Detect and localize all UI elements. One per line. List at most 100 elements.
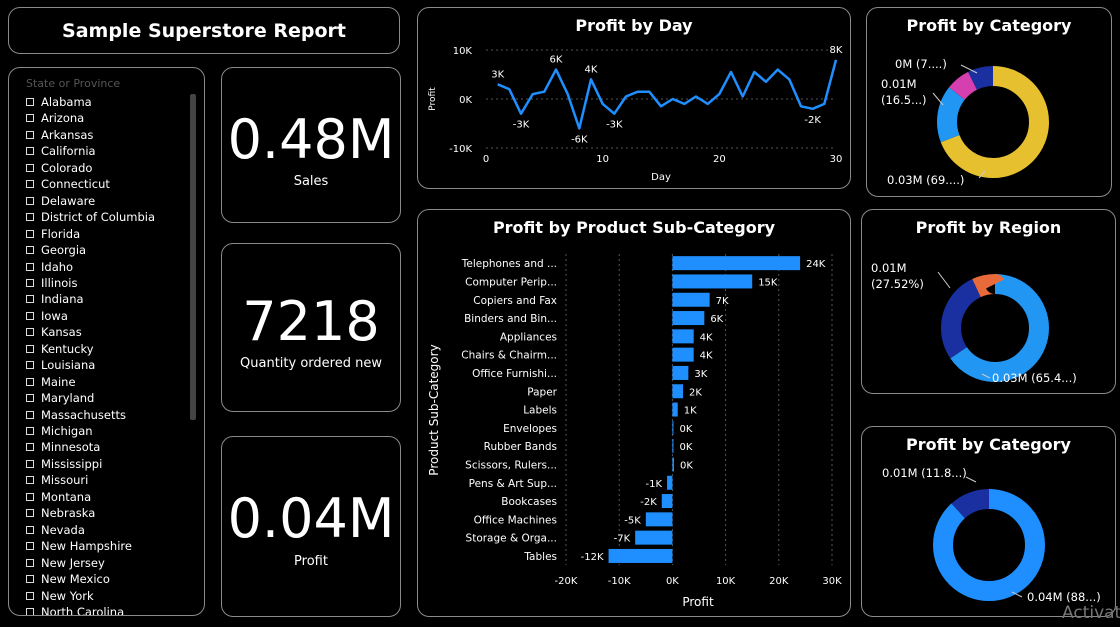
state-option[interactable]: Idaho <box>26 259 73 275</box>
checkbox-icon[interactable] <box>26 311 34 320</box>
bar <box>672 457 674 472</box>
data-label: 4K <box>700 351 713 362</box>
checkbox-icon[interactable] <box>26 278 34 287</box>
checkbox-icon[interactable] <box>26 542 34 551</box>
checkbox-icon[interactable] <box>26 262 34 271</box>
checkbox-icon[interactable] <box>26 591 34 600</box>
category-label: Office Machines <box>474 514 557 526</box>
x-tick-label: 10 <box>596 154 609 165</box>
slice-label: 0.01M (16.5...) <box>881 77 927 107</box>
slicer-scrollbar[interactable] <box>190 94 196 420</box>
checkbox-icon[interactable] <box>26 607 34 615</box>
data-label: -5K <box>624 515 641 526</box>
checkbox-icon[interactable] <box>26 163 34 172</box>
state-option[interactable]: New York <box>26 588 94 604</box>
state-label: Colorado <box>41 160 93 175</box>
state-option[interactable]: Indiana <box>26 291 84 307</box>
state-option[interactable]: Arizona <box>26 110 84 126</box>
checkbox-icon[interactable] <box>26 410 34 419</box>
checkbox-icon[interactable] <box>26 443 34 452</box>
profit-by-category-2-panel: Profit by Category 0.01M (11.8...) 0.04M … <box>861 426 1116 617</box>
state-option[interactable]: Nebraska <box>26 505 95 521</box>
state-option[interactable]: Mississippi <box>26 456 102 472</box>
data-label: -3K <box>606 120 623 131</box>
state-option[interactable]: Illinois <box>26 275 78 291</box>
checkbox-icon[interactable] <box>26 427 34 435</box>
state-option[interactable]: Montana <box>26 489 91 505</box>
state-label: Arkansas <box>41 127 94 142</box>
bar <box>672 384 684 399</box>
profit-by-region-title: Profit by Region <box>915 218 1062 237</box>
checkbox-icon[interactable] <box>26 213 34 222</box>
slice-label-line: 0.01M <box>881 77 917 91</box>
checkbox-icon[interactable] <box>26 246 34 255</box>
state-option[interactable]: Minnesota <box>26 439 100 455</box>
state-option[interactable]: Connecticut <box>26 176 110 192</box>
state-option[interactable]: California <box>26 143 96 159</box>
state-option[interactable]: Iowa <box>26 308 68 324</box>
bar <box>672 274 753 289</box>
leader-line <box>937 271 951 289</box>
checkbox-icon[interactable] <box>26 525 34 534</box>
x-tick-label: 0K <box>666 576 679 587</box>
checkbox-icon[interactable] <box>26 476 34 485</box>
state-option[interactable]: Nevada <box>26 522 85 538</box>
checkbox-icon[interactable] <box>26 114 34 123</box>
state-option[interactable]: Kansas <box>26 324 82 340</box>
checkbox-icon[interactable] <box>26 229 34 238</box>
slicer-placeholder[interactable]: State or Province <box>26 77 121 90</box>
checkbox-icon[interactable] <box>26 98 34 106</box>
bar <box>608 548 673 563</box>
checkbox-icon[interactable] <box>26 509 34 518</box>
state-option[interactable]: Louisiana <box>26 357 95 373</box>
checkbox-icon[interactable] <box>26 295 34 304</box>
state-option[interactable]: Kentucky <box>26 341 94 357</box>
state-label: Louisiana <box>41 358 96 373</box>
state-label: Iowa <box>41 308 68 323</box>
data-label: -1K <box>646 479 663 490</box>
state-label: Indiana <box>41 292 84 307</box>
bar <box>635 530 673 545</box>
checkbox-icon[interactable] <box>26 394 34 403</box>
state-option[interactable]: District of Columbia <box>26 209 155 225</box>
state-option[interactable]: Delaware <box>26 193 95 209</box>
state-option[interactable]: New Jersey <box>26 555 105 571</box>
profit-by-subcategory-chart: -20K -10K 0K 10K 20K 30K Profit Product Sub-Cat… <box>427 254 842 609</box>
checkbox-icon[interactable] <box>26 130 34 139</box>
slice-label: 0.03M (65.4...) <box>992 371 1077 385</box>
category-label: Binders and Bin... <box>464 313 557 325</box>
checkbox-icon[interactable] <box>26 147 34 156</box>
state-option[interactable]: Michigan <box>26 423 93 439</box>
state-label: Kentucky <box>41 341 94 356</box>
data-label: 6K <box>710 314 723 325</box>
state-option[interactable]: Arkansas <box>26 127 93 143</box>
state-label: Alabama <box>41 95 92 109</box>
state-option[interactable]: Maine <box>26 374 76 390</box>
state-option[interactable]: Massachusetts <box>26 407 126 423</box>
state-option[interactable]: Colorado <box>26 160 92 176</box>
checkbox-icon[interactable] <box>26 459 34 468</box>
state-label: Connecticut <box>41 177 110 192</box>
checkbox-icon[interactable] <box>26 575 34 584</box>
bar <box>672 420 674 435</box>
category-label: Paper <box>527 386 557 398</box>
state-option[interactable]: North Carolina <box>26 604 124 615</box>
state-option[interactable]: Maryland <box>26 390 94 406</box>
checkbox-icon[interactable] <box>26 361 34 370</box>
state-option[interactable]: Georgia <box>26 242 86 258</box>
checkbox-icon[interactable] <box>26 558 34 567</box>
checkbox-icon[interactable] <box>26 492 34 501</box>
state-option[interactable]: Florida <box>26 226 80 242</box>
checkbox-icon[interactable] <box>26 180 34 189</box>
state-option[interactable]: New Hampshire <box>26 538 132 554</box>
category-label: Computer Perip... <box>465 276 557 288</box>
checkbox-icon[interactable] <box>26 377 34 386</box>
state-option[interactable]: Missouri <box>26 472 88 488</box>
state-label: Kansas <box>41 325 82 340</box>
state-option[interactable]: New Mexico <box>26 571 110 587</box>
bar <box>672 292 710 307</box>
checkbox-icon[interactable] <box>26 344 34 353</box>
checkbox-icon[interactable] <box>26 196 34 205</box>
state-option[interactable]: Alabama <box>26 94 92 110</box>
checkbox-icon[interactable] <box>26 328 34 337</box>
